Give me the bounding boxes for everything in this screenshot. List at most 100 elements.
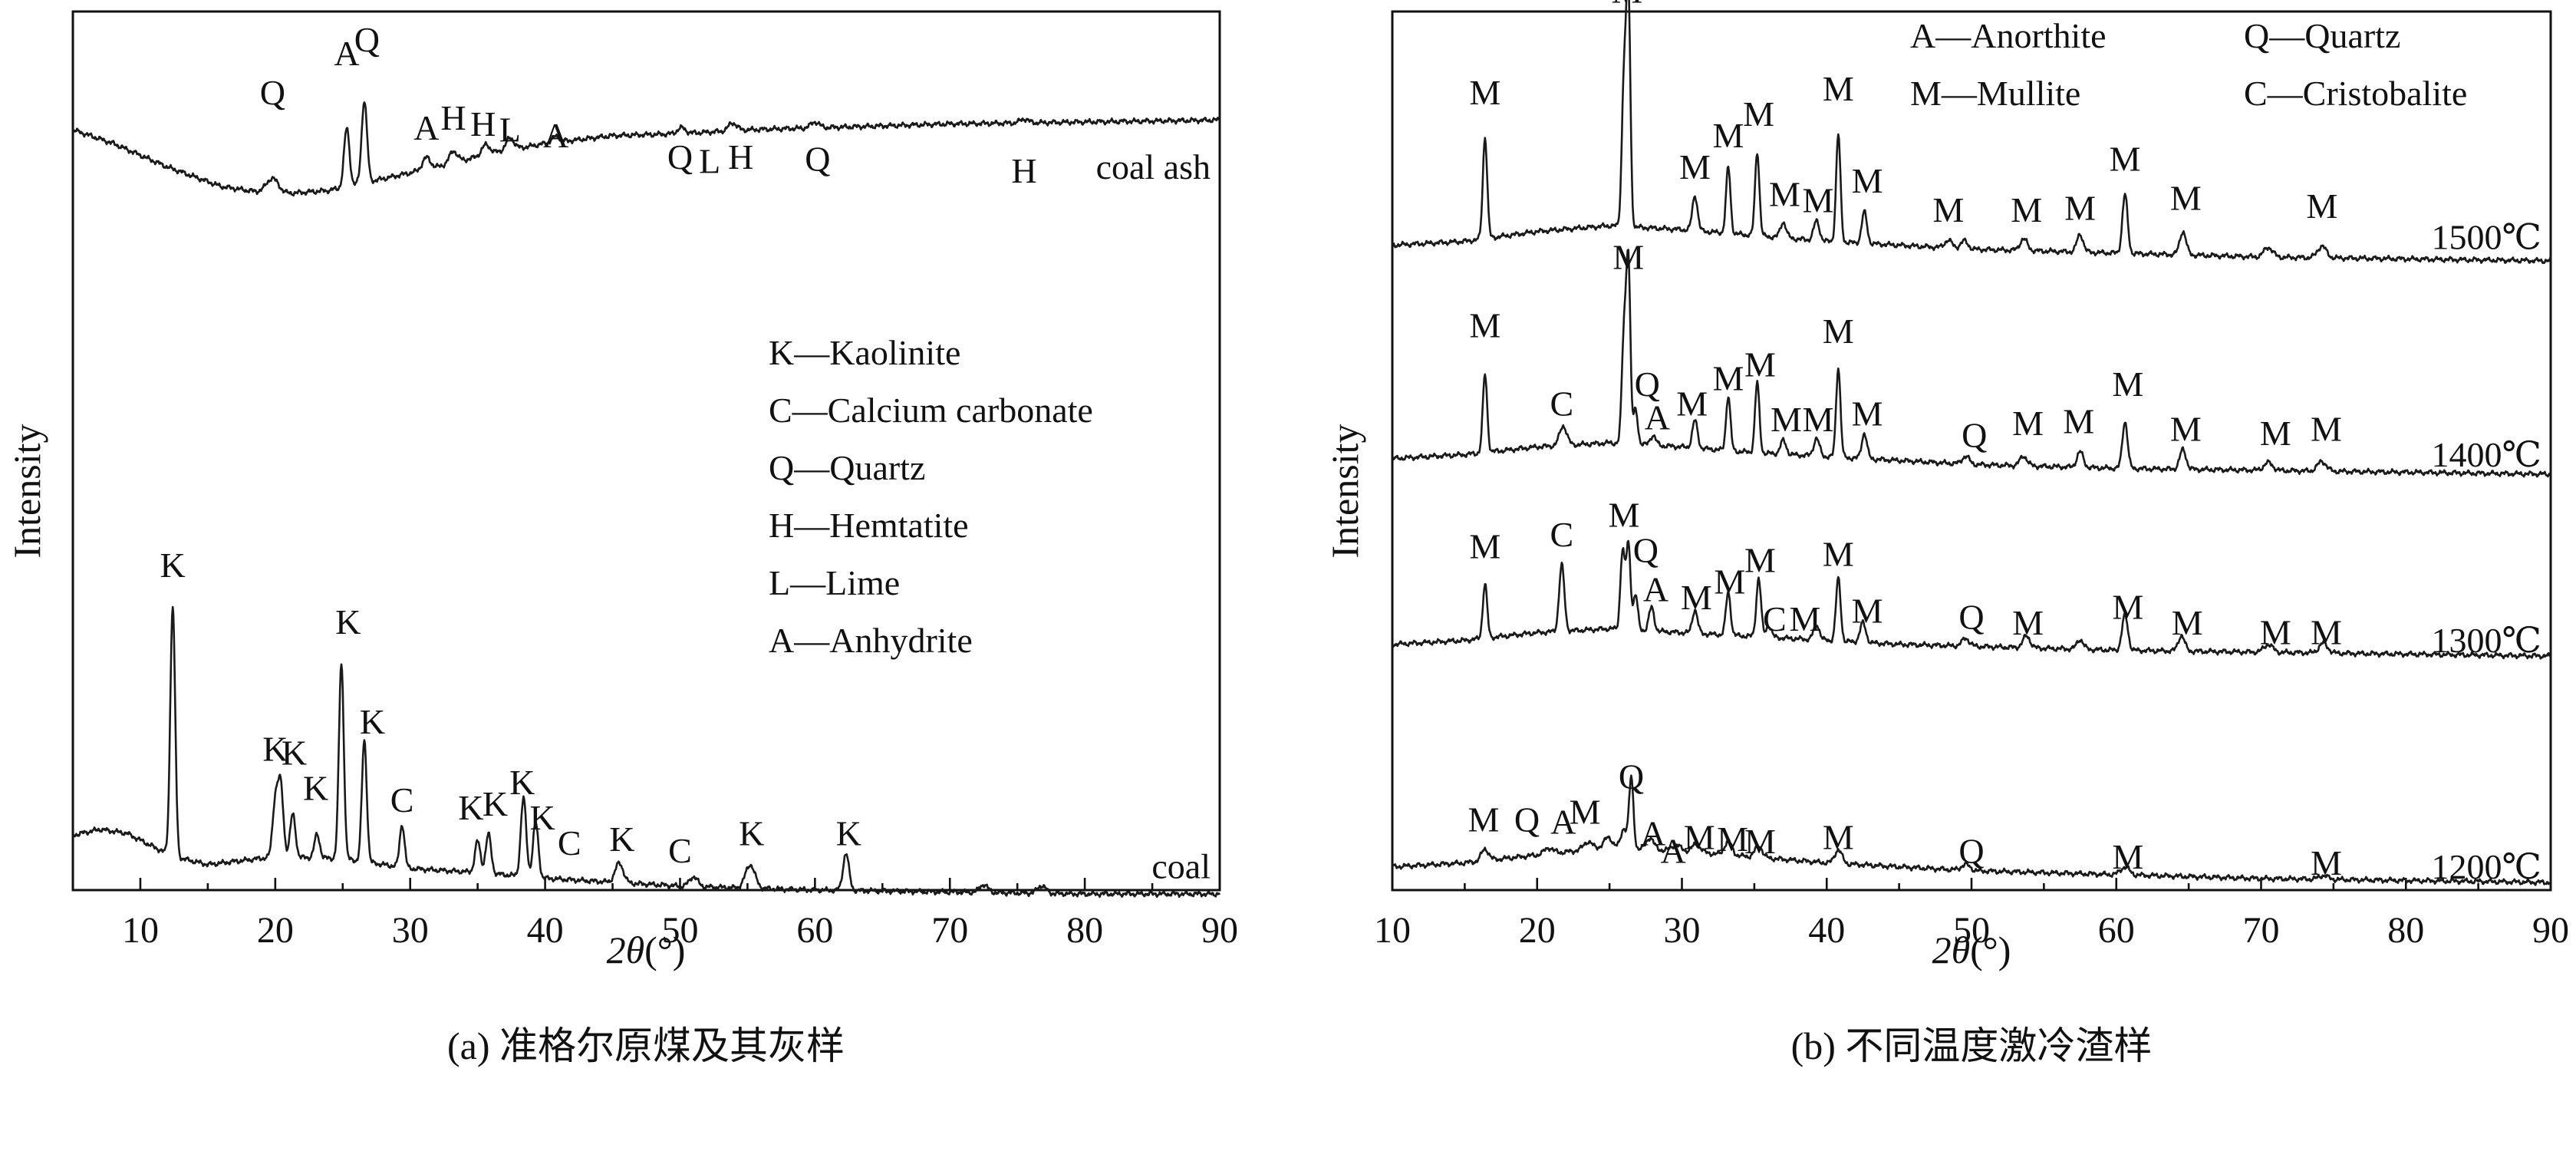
- x-tick-label: 40: [1808, 910, 1845, 951]
- peak-label: M: [2311, 613, 2342, 652]
- peak-label: Q: [667, 137, 693, 176]
- peak-label: M: [1852, 394, 1883, 433]
- peak-label: M: [1468, 800, 1499, 839]
- peak-label: H: [440, 98, 466, 137]
- peak-label: M: [1744, 345, 1776, 384]
- peak-label: M: [1717, 819, 1748, 859]
- peak-label: M: [1744, 540, 1776, 579]
- legend-entry: H—Hemtatite: [769, 506, 969, 545]
- peak-label: M: [1684, 818, 1715, 857]
- panel-b-y-axis-title: Intensity: [1323, 424, 1366, 559]
- x-tick-label: 10: [1374, 910, 1411, 951]
- peak-label: M: [1676, 384, 1708, 424]
- panel-a-x-axis-title: 2θ(°): [607, 928, 686, 971]
- peak-label: M: [2112, 364, 2143, 404]
- peak-label: Q: [1962, 415, 1987, 454]
- peak-label: Q: [1958, 832, 1984, 871]
- peak-label: M: [1469, 527, 1500, 566]
- peak-label: M: [1823, 312, 1854, 351]
- trace-label: 1400℃: [2432, 435, 2541, 474]
- xrd-trace-1500-: [1392, 0, 2551, 265]
- peak-label: C: [1763, 599, 1787, 638]
- peak-label: Q: [805, 140, 830, 179]
- peak-label: Q: [1635, 364, 1660, 404]
- peak-label: Q: [1958, 597, 1984, 636]
- trace-label: 1300℃: [2432, 621, 2541, 660]
- peak-label: M: [2063, 401, 2094, 440]
- peak-label: A: [1550, 802, 1576, 841]
- panel-a-plot-frame: [71, 10, 1221, 892]
- peak-label: K: [160, 546, 186, 585]
- panel-b-peak-labels: MMMMMMMMMMMMMMM1500℃MCMQAMMMMMMMQMMMMMM1…: [1468, 0, 2541, 886]
- x-tick-label: 60: [796, 910, 833, 951]
- peak-label: M: [2311, 843, 2342, 882]
- peak-label: M: [1712, 116, 1744, 155]
- peak-label: M: [1771, 400, 1802, 439]
- panel-b-x-ticks: 10 20 30 40 50 60 70 80 90: [1374, 878, 2569, 951]
- panel-b-traces: [1391, 0, 2551, 886]
- peak-label: C: [558, 823, 581, 862]
- peak-label: M: [1769, 175, 1800, 214]
- peak-label: Q: [260, 73, 285, 112]
- x-tick-label: 50: [1953, 910, 1990, 951]
- trace-label: coal ash: [1096, 147, 1211, 186]
- peak-label: M: [1681, 578, 1712, 617]
- peak-label: M: [1611, 0, 1642, 10]
- peak-label: C: [1550, 384, 1573, 424]
- peak-label: M: [2260, 613, 2291, 652]
- x-tick-label: 10: [122, 910, 159, 951]
- peak-label: Q: [1514, 800, 1540, 839]
- peak-label: M: [1789, 599, 1820, 638]
- legend-entry: Q—Quartz: [769, 448, 925, 487]
- panel-a-caption: (a) 准格尔原煤及其灰样: [447, 1024, 845, 1067]
- xrd-trace-1200-: [1391, 774, 2551, 886]
- panel-b-legend: A—Anorthite Q—Quartz M—Mullite C—Cristobali…: [1910, 16, 2467, 113]
- panel-a-x-axis-var: 2θ: [607, 928, 645, 971]
- panel-a-x-axis-unit: (°): [644, 928, 685, 971]
- peak-label: M: [1743, 94, 1774, 134]
- peak-label: M: [1712, 358, 1744, 397]
- peak-label: M: [1852, 592, 1883, 631]
- peak-label: A: [1640, 814, 1665, 853]
- panel-a-traces: [71, 101, 1221, 899]
- peak-label: M: [2306, 186, 2337, 226]
- peak-label: Q: [354, 20, 380, 59]
- legend-entry: Q—Quartz: [2244, 16, 2400, 55]
- peak-label: Q: [1633, 531, 1659, 570]
- x-tick-label: 50: [661, 910, 698, 951]
- peak-label: H: [1011, 151, 1036, 190]
- peak-label: K: [509, 763, 535, 802]
- peak-label: M: [1802, 180, 1833, 219]
- peak-label: M: [1823, 535, 1854, 574]
- legend-entry: A—Anorthite: [1910, 16, 2107, 55]
- peak-label: M: [2311, 410, 2342, 449]
- peak-label: M: [1609, 496, 1640, 535]
- peak-label: M: [1714, 562, 1745, 601]
- x-tick-label: 70: [931, 910, 968, 951]
- x-tick-label: 20: [1519, 910, 1556, 951]
- peak-label: M: [1469, 306, 1500, 345]
- peak-label: K: [483, 784, 508, 823]
- legend-entry: K—Kaolinite: [769, 333, 960, 372]
- peak-label: M: [2011, 190, 2042, 229]
- x-tick-label: 30: [1664, 910, 1701, 951]
- peak-label: M: [2172, 603, 2203, 642]
- peak-label: H: [728, 137, 753, 176]
- panel-a-y-axis-title: Intensity: [5, 424, 48, 559]
- x-tick-label: 20: [257, 910, 294, 951]
- peak-label: K: [360, 702, 385, 741]
- xrd-trace-coal-ash: [71, 101, 1220, 197]
- peak-label: K: [529, 798, 555, 837]
- peak-label: K: [739, 813, 764, 852]
- peak-label: K: [335, 602, 361, 641]
- peak-label: M: [1802, 400, 1833, 439]
- trace-label: 1500℃: [2432, 218, 2541, 257]
- peak-label: C: [390, 780, 414, 819]
- trace-label: coal: [1151, 847, 1211, 886]
- peak-label: K: [836, 813, 861, 852]
- peak-label: M: [1744, 822, 1776, 861]
- peak-label: K: [303, 769, 328, 808]
